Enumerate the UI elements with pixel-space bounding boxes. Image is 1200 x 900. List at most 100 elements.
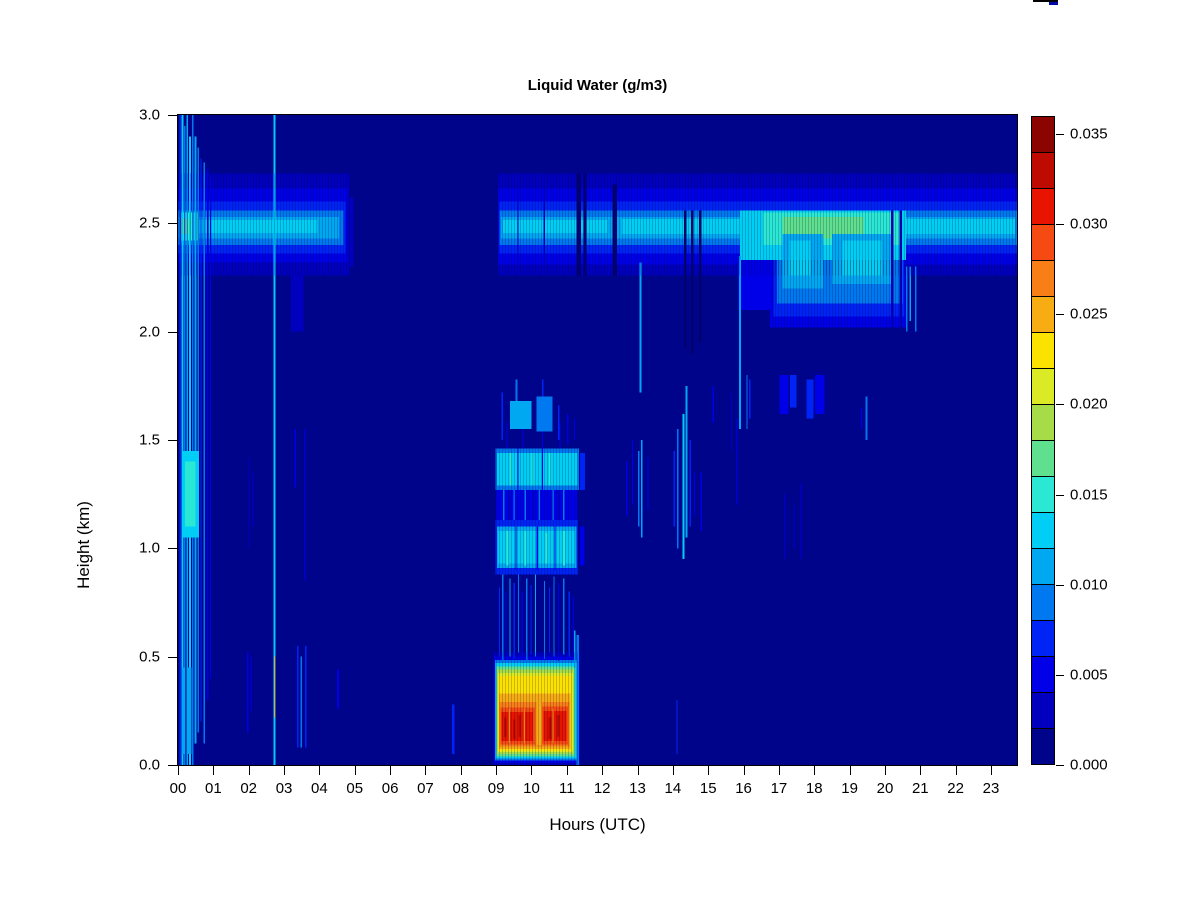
heatmap-cell [557,583,559,661]
heatmap-cell [252,472,254,527]
heatmap-cell [498,587,501,657]
x-tick-label: 06 [381,780,399,797]
heatmap-cell [553,576,555,657]
colorbar-segment [1031,332,1055,369]
x-tick-label: 13 [629,780,646,797]
heatmap-cell [814,375,825,414]
x-tick-mark [319,766,321,775]
heatmap-cell [676,700,678,755]
x-tick-label: 16 [735,780,752,797]
x-tick-label: 22 [947,780,964,797]
heatmap-texture-region [493,652,581,765]
heatmap-cell [566,414,569,445]
heatmap-cell [181,115,184,765]
heatmap-cell [534,574,537,657]
x-tick-label: 11 [559,780,575,797]
heatmap-cell [677,429,679,549]
heatmap-cell [573,596,575,653]
x-tick-mark [814,766,816,775]
heatmap-cell [510,401,532,430]
heatmap-cell [793,505,796,549]
x-tick-label: 01 [205,780,222,797]
heatmap-cell [209,180,211,679]
y-tick-mark [168,656,177,658]
heatmap-cell [305,645,307,748]
x-tick-mark [884,766,886,775]
heatmap-cell [739,255,741,430]
heatmap-cell [513,583,515,659]
heatmap-cell [749,379,751,419]
x-tick-mark [496,766,498,775]
heatmap-cell [691,210,694,354]
heatmap-cell [184,125,186,765]
colorbar-segment [1031,368,1055,405]
x-tick-mark [955,766,957,775]
heatmap-cell [673,450,675,527]
x-tick-mark [708,766,710,775]
heatmap-cell [682,414,685,560]
heatmap-cell [501,392,504,440]
heatmap-texture [178,173,1017,765]
x-axis-label: Hours (UTC) [549,815,646,834]
x-tick-label: 14 [664,780,682,797]
heatmap-cell [712,385,714,423]
colorbar-segment [1031,260,1055,297]
colorbar-segment [1031,548,1055,585]
x-tick-mark [778,766,780,775]
heatmap-cell [521,591,523,657]
x-tick-mark [354,766,356,775]
plot-title: Liquid Water (g/m3) [527,77,668,94]
x-tick-mark [390,766,392,775]
heatmap-cell [639,262,642,393]
x-tick-mark [178,766,179,775]
heatmap-svg [178,115,1017,765]
plot-area [177,114,1018,766]
colorbar-tick-mark [1056,224,1064,226]
heatmap-cell [186,115,189,765]
heatmap-cell [194,136,197,744]
x-tick-label: 21 [911,780,929,797]
heatmap-texture-region [495,448,579,575]
y-tick-label: 0.5 [139,648,160,666]
heatmap-cell [779,375,789,414]
colorbar-segment [1031,152,1055,189]
colorbar-tick-label: 0.010 [1070,576,1108,594]
heatmap-cell [294,429,297,488]
heatmap-cell [684,210,687,349]
colorbar-segment [1031,188,1055,225]
colorbar-segment [1031,116,1055,153]
heatmap-cell [685,385,688,538]
heatmap-cell [860,407,863,430]
heatmap-cell [192,115,194,765]
colorbar-tick-label: 0.020 [1070,395,1108,413]
colorbar-segment [1031,512,1055,549]
heatmap-cell [337,669,339,709]
heatmap-cell [800,483,803,560]
colorbar-segment [1031,728,1055,765]
heatmap-cell [573,418,576,440]
y-tick-mark [168,440,177,441]
top-edge-artifact-line [1033,0,1058,2]
x-tick-mark [531,766,533,775]
heatmap-cell [185,461,196,527]
heatmap-cell [502,574,504,661]
heatmap-cell [515,379,518,401]
y-tick-label: 1.5 [139,431,160,449]
heatmap-cell [573,630,576,668]
colorbar-tick-mark [1056,404,1064,406]
x-tick-label: 03 [275,780,293,797]
y-tick-mark [168,223,177,225]
heatmap-cell [790,375,797,408]
heatmap-cell [203,162,206,744]
x-tick-label: 02 [240,780,258,797]
colorbar-tick-label: 0.005 [1070,666,1108,684]
x-tick-label: 08 [452,780,470,797]
heatmap-cell [865,396,868,440]
colorbar-tick-mark [1056,765,1064,766]
x-tick-mark [920,766,922,775]
heatmap-cell [549,587,551,653]
heatmap-cell [806,379,814,419]
colorbar-tick-label: 0.035 [1070,125,1108,143]
y-axis-label: Height (km) [74,501,93,589]
heatmap-cell [273,115,276,765]
